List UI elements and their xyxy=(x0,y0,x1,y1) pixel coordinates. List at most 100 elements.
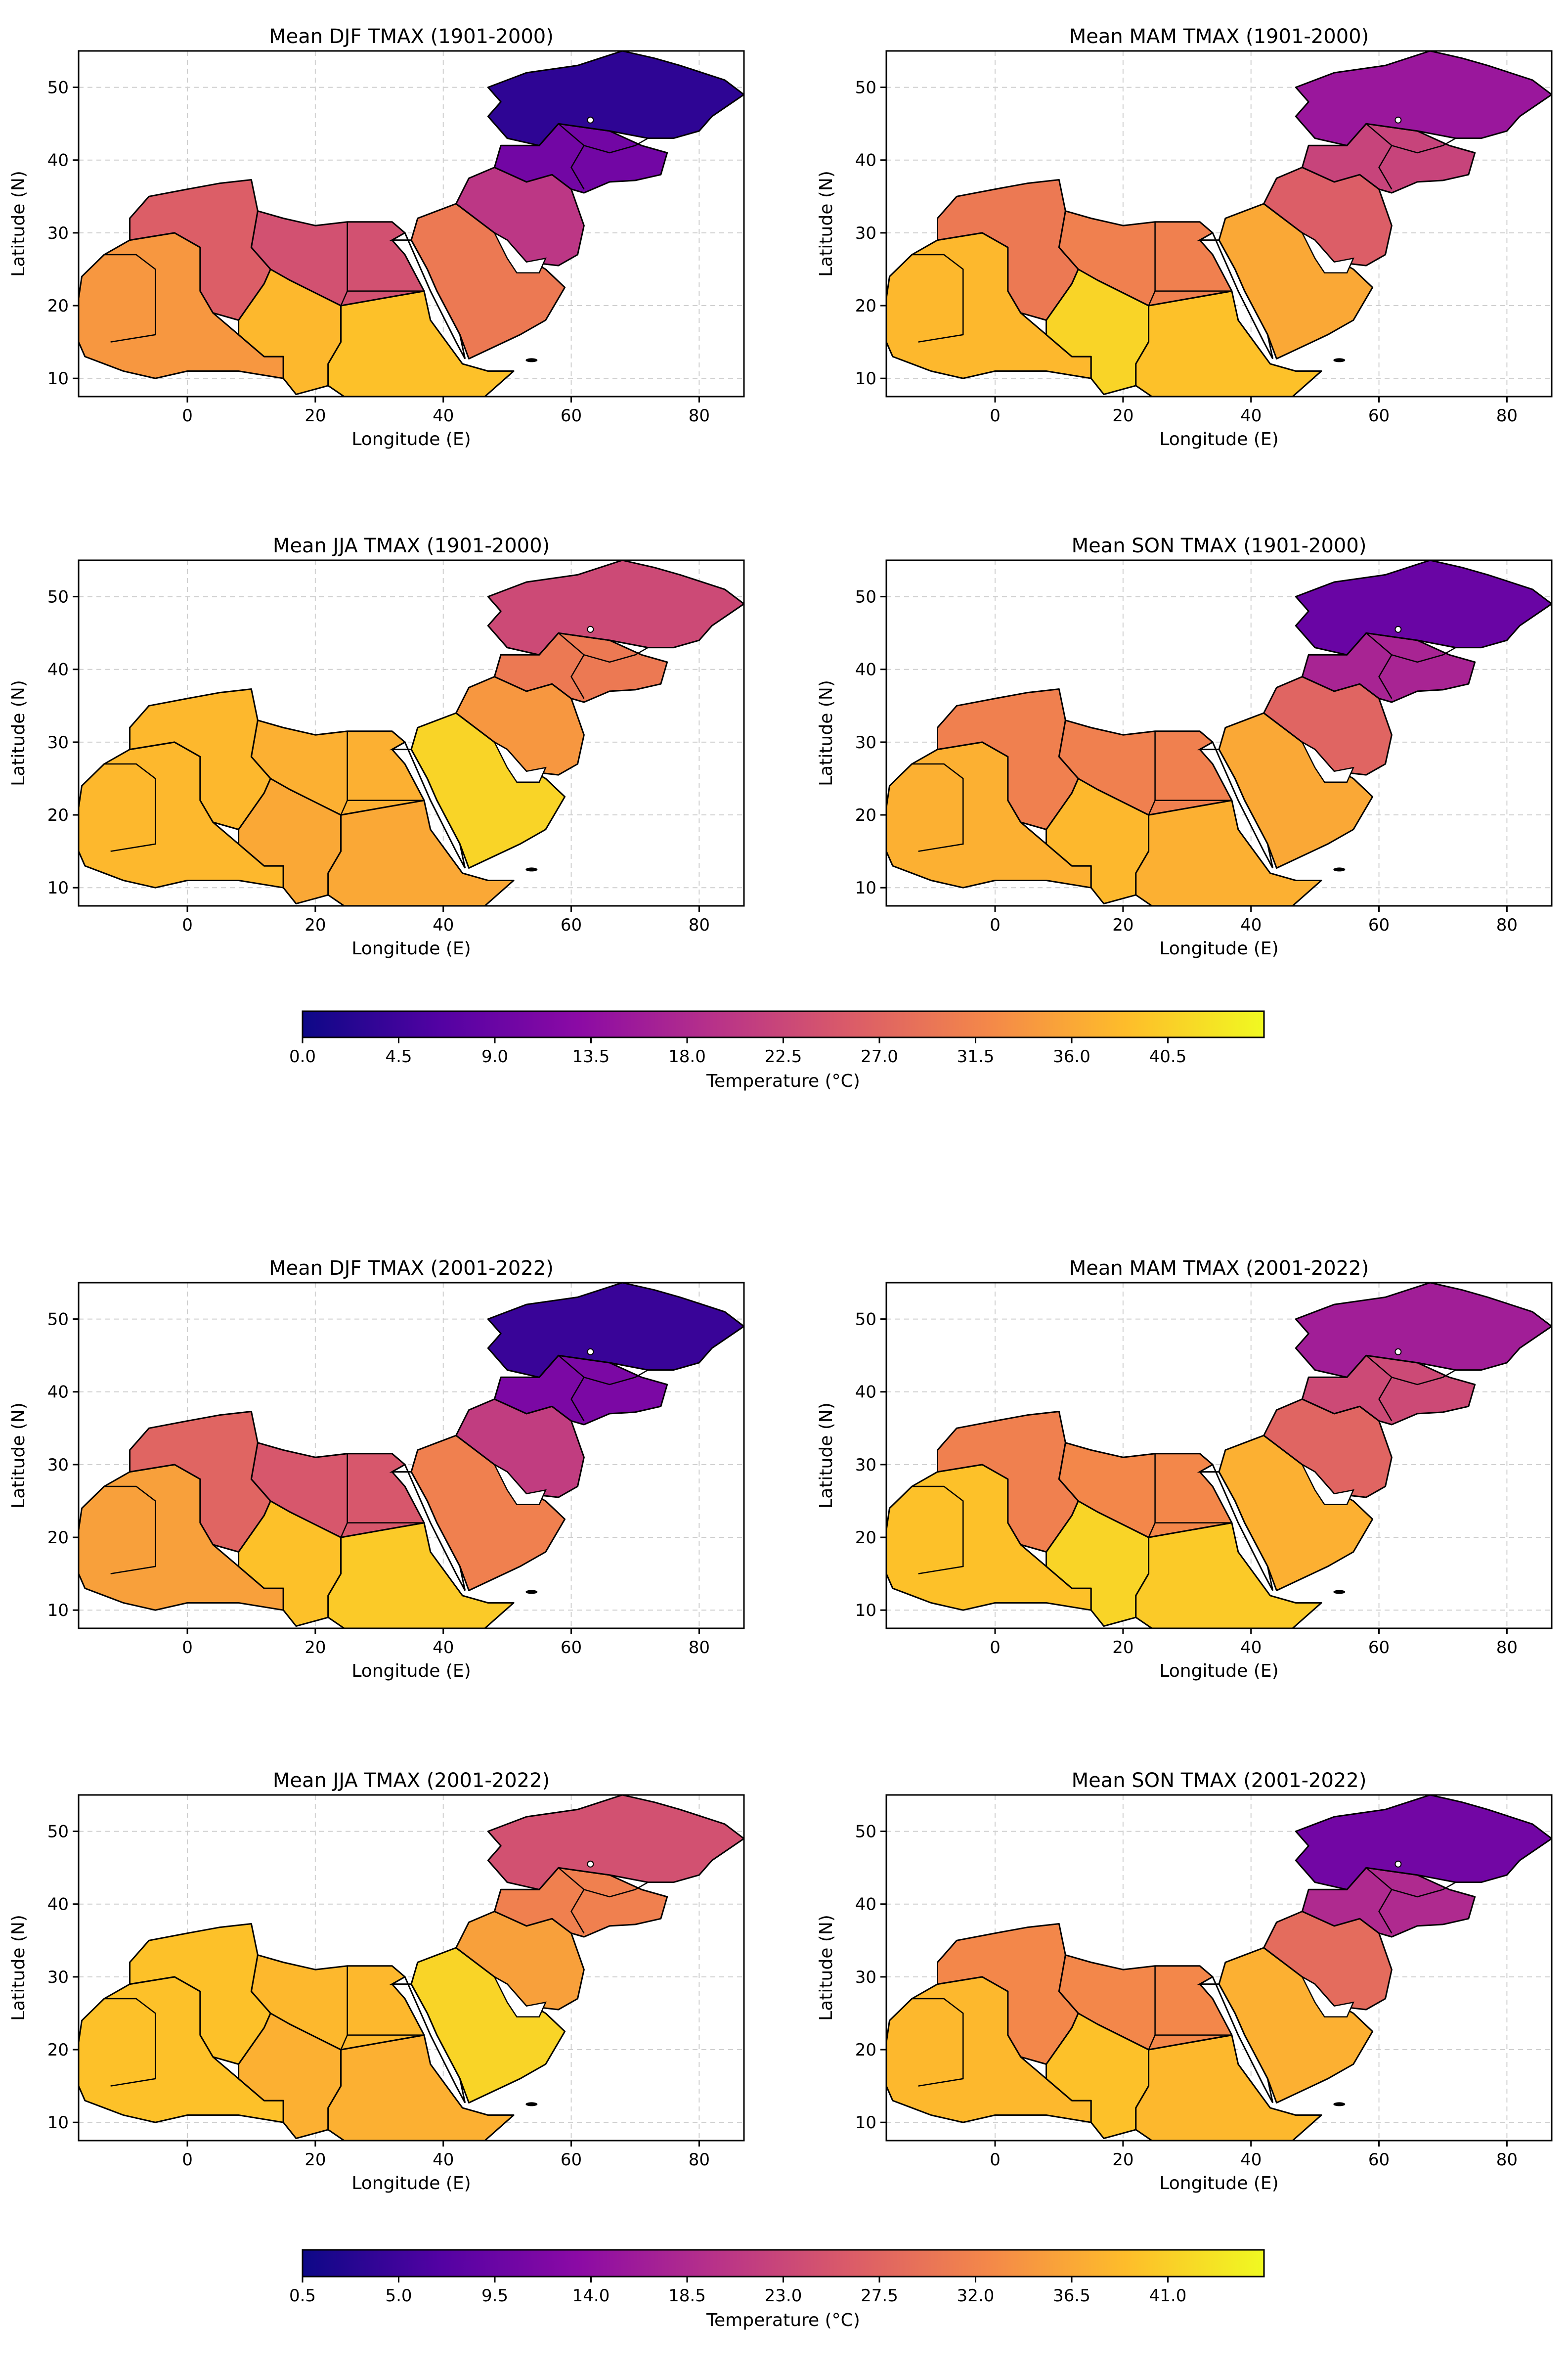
y-tick-label: 40 xyxy=(47,1895,69,1915)
x-axis-label: Longitude (E) xyxy=(1159,2173,1278,2193)
y-tick-label: 40 xyxy=(47,151,69,171)
x-tick-label: 20 xyxy=(1112,915,1133,935)
border-line xyxy=(558,632,649,663)
y-tick-label: 20 xyxy=(855,806,876,825)
panel-title: Mean JJA TMAX (2001-2022) xyxy=(273,1769,550,1792)
red-sea xyxy=(389,1463,466,1591)
region-sudan xyxy=(327,2034,515,2141)
y-tick-label: 30 xyxy=(47,1968,69,1987)
x-tick-label: 40 xyxy=(433,2150,454,2170)
region-central-asia xyxy=(1295,560,1552,656)
y-tick-label: 40 xyxy=(855,1383,876,1402)
colorbar-tick-label: 41.0 xyxy=(1149,2286,1187,2306)
colorbar-tick-label: 32.0 xyxy=(957,2286,995,2306)
panel-title: Mean DJF TMAX (2001-2022) xyxy=(269,1257,554,1280)
y-tick-label: 30 xyxy=(47,733,69,753)
colorbar-tick-label: 4.5 xyxy=(385,1047,412,1067)
x-tick-label: 80 xyxy=(1496,915,1518,935)
colorbar-tick-label: 36.5 xyxy=(1053,2286,1090,2306)
colorbar-tick-label: 36.0 xyxy=(1053,1047,1090,1067)
colorbar-tick-label: 14.0 xyxy=(572,2286,610,2306)
y-tick-label: 10 xyxy=(855,878,876,898)
y-tick-label: 50 xyxy=(855,1822,876,1842)
border-line xyxy=(912,1998,964,2087)
x-axis-label: Longitude (E) xyxy=(1159,939,1278,959)
x-tick-label: 80 xyxy=(689,915,710,935)
colorbar-label: Temperature (°C) xyxy=(706,1071,860,1091)
x-tick-label: 20 xyxy=(1112,1638,1133,1657)
y-tick-label: 30 xyxy=(855,733,876,753)
map-panel: Mean SON TMAX (1901-2000) 0 20 40 60 80 10 20 30… xyxy=(816,535,1553,959)
y-axis-label: Latitude (N) xyxy=(816,1915,836,2021)
x-tick-label: 0 xyxy=(990,2150,1001,2170)
border-line xyxy=(1378,145,1393,190)
x-tick-label: 60 xyxy=(561,1638,582,1657)
y-tick-label: 50 xyxy=(855,78,876,98)
axes-frame xyxy=(78,1794,745,2142)
colorbar-gradient xyxy=(302,2249,1265,2278)
aral-sea xyxy=(1394,626,1402,633)
x-tick-label: 80 xyxy=(1496,406,1518,426)
colorbar-tick-label: 0.5 xyxy=(289,2286,316,2306)
x-tick-label: 40 xyxy=(433,1638,454,1657)
y-tick-label: 30 xyxy=(47,1455,69,1475)
y-tick-label: 10 xyxy=(855,1601,876,1620)
x-axis-label: Longitude (E) xyxy=(351,1661,471,1681)
colorbar-gradient xyxy=(302,1010,1265,1038)
border-line xyxy=(104,763,156,852)
border-line xyxy=(1378,654,1393,699)
socotra-island xyxy=(1333,867,1346,872)
y-tick-label: 10 xyxy=(855,2113,876,2133)
x-tick-label: 40 xyxy=(433,406,454,426)
socotra-island xyxy=(1333,358,1346,362)
socotra-island xyxy=(1333,1590,1346,1594)
map-panel: Mean DJF TMAX (1901-2000) 0 20 40 60 80 10 20 30… xyxy=(8,25,745,449)
region-sudan xyxy=(1135,1522,1322,1628)
colorbar-label: Temperature (°C) xyxy=(706,2310,860,2330)
region-sudan xyxy=(1135,290,1322,397)
x-tick-label: 60 xyxy=(561,915,582,935)
region-sudan xyxy=(327,1522,515,1628)
red-sea xyxy=(1197,231,1274,359)
y-tick-label: 30 xyxy=(855,1455,876,1475)
axes-frame xyxy=(78,559,745,907)
x-tick-label: 20 xyxy=(305,1638,326,1657)
x-tick-label: 80 xyxy=(1496,1638,1518,1657)
x-tick-label: 0 xyxy=(990,915,1001,935)
y-axis-label: Latitude (N) xyxy=(8,171,29,277)
colorbar-tick-label: 18.0 xyxy=(668,1047,706,1067)
region-central-asia xyxy=(1295,1283,1552,1378)
y-tick-label: 20 xyxy=(47,1528,69,1548)
map-panel: Mean MAM TMAX (1901-2000) 0 20 40 60 80 10 20 30… xyxy=(816,25,1553,449)
colorbar-tick-label: 23.0 xyxy=(765,2286,802,2306)
border-line xyxy=(558,1867,649,1898)
panel-title: Mean MAM TMAX (1901-2000) xyxy=(1069,25,1369,48)
x-tick-label: 0 xyxy=(182,915,193,935)
x-tick-label: 0 xyxy=(182,406,193,426)
aral-sea xyxy=(587,626,594,633)
aral-sea xyxy=(587,116,594,124)
border-line xyxy=(912,763,964,852)
x-tick-label: 80 xyxy=(1496,2150,1518,2170)
x-axis-label: Longitude (E) xyxy=(351,429,471,449)
colorbar: 0.5 5.0 9.5 14.0 18.5 23.0 27.5 32.0 36.5 41.0 Tem… xyxy=(289,2249,1265,2330)
region-sudan xyxy=(1135,2034,1322,2141)
red-sea xyxy=(389,231,466,359)
border-line xyxy=(570,145,585,190)
border-line xyxy=(104,254,156,343)
region-central-asia xyxy=(487,1283,744,1378)
y-axis-label: Latitude (N) xyxy=(816,1402,836,1509)
axes-frame xyxy=(78,1282,745,1629)
colorbar-tick-label: 31.5 xyxy=(957,1047,995,1067)
y-tick-label: 20 xyxy=(47,2040,69,2060)
colorbar-tick-label: 9.0 xyxy=(481,1047,508,1067)
y-tick-label: 10 xyxy=(47,2113,69,2133)
x-tick-label: 40 xyxy=(1240,2150,1262,2170)
y-tick-label: 10 xyxy=(47,1601,69,1620)
border-line xyxy=(1378,1889,1393,1934)
y-tick-label: 50 xyxy=(855,1310,876,1330)
y-tick-label: 40 xyxy=(47,1383,69,1402)
y-tick-label: 20 xyxy=(855,1528,876,1548)
socotra-island xyxy=(525,2102,538,2106)
border-line xyxy=(558,1355,649,1386)
